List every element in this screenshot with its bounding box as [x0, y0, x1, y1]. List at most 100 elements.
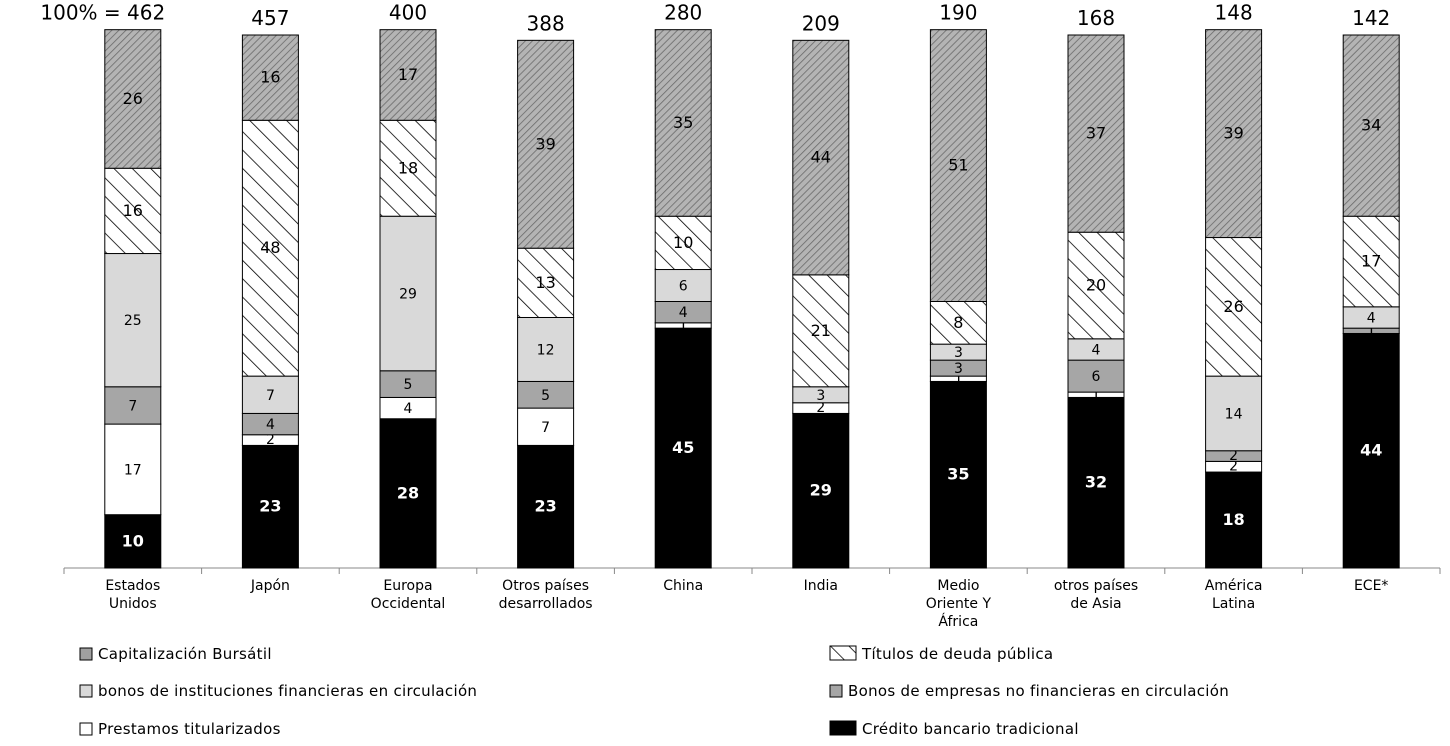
legend-swatch: [829, 645, 857, 661]
bar-value-label: 44: [1360, 441, 1382, 460]
bar-segment-credito: [517, 444, 575, 569]
bar-segment-capitalizacion: [1067, 34, 1125, 233]
bar-value-label: 35: [673, 113, 693, 132]
bar-value-label: 14: [1225, 406, 1243, 422]
bar-value-label: 20: [1086, 276, 1106, 295]
bar-total-label: 100% = 462: [40, 1, 165, 25]
bar-segment-capitalizacion: [379, 29, 437, 121]
bar-value-label: 1: [679, 317, 688, 333]
bar-stack: 45 14 6 10 35 280: [654, 1, 712, 569]
bar-segment-credito: [792, 412, 850, 569]
bar-value-label: 44: [811, 148, 831, 167]
x-tick-label: Europa: [383, 578, 432, 594]
bar-value-label: 4: [404, 401, 413, 417]
bar-segment-credito: [1342, 332, 1400, 569]
bar-value-label: 10: [673, 233, 693, 252]
bar-value-label: 2: [1229, 448, 1238, 464]
bar-segment-titulos: [517, 247, 575, 318]
bar-segment-titulos: [1067, 231, 1125, 340]
x-tick-label: Oriente Y: [926, 596, 992, 612]
bar-total-label: 400: [389, 1, 427, 25]
legend-label: bonos de instituciones financieras en ci…: [98, 682, 477, 700]
bar-value-label: 35: [947, 465, 969, 484]
bar-value-label: 2: [1229, 459, 1238, 475]
bar-segment-prestamos: [104, 423, 162, 516]
bar-total-label: 388: [527, 11, 565, 35]
bar-value-label: 6: [1092, 369, 1101, 385]
bar-stack: 23 7 5 12 13 39 388: [517, 11, 575, 569]
legend-item-credito: Crédito bancario tradicional: [829, 720, 1079, 738]
legend-label: Capitalización Bursátil: [98, 645, 272, 663]
x-tick-label: Japón: [250, 578, 290, 594]
bar-value-label: 1: [1367, 323, 1376, 339]
bar-segment-titulos: [241, 119, 299, 377]
bar-segment-bonos_empresas: [517, 380, 575, 409]
bar-value-label: 51: [948, 156, 968, 175]
bar-total-label: 457: [251, 6, 289, 30]
bar-segment-bonos_inst: [517, 316, 575, 382]
bar-value-label: 17: [398, 65, 418, 84]
legend-label: Títulos de deuda pública: [861, 645, 1053, 663]
bar-segment-capitalizacion: [241, 34, 299, 121]
bar-value-label: 29: [399, 287, 417, 303]
legend: Capitalización Bursátil Títulos de deuda …: [79, 645, 1229, 738]
bar-value-label: 16: [260, 68, 280, 87]
legend-label: Crédito bancario tradicional: [862, 720, 1079, 738]
x-tick-label: India: [804, 578, 838, 594]
bar-value-label: 10: [122, 531, 144, 550]
x-tick-label: África: [938, 613, 978, 630]
bar-value-label: 1: [954, 371, 963, 387]
x-tick-label: de Asia: [1070, 596, 1121, 612]
bar-value-label: 25: [124, 313, 142, 329]
bar-segment-bonos_inst: [104, 253, 162, 388]
bar-value-label: 8: [953, 313, 963, 332]
bar-value-label: 5: [541, 388, 550, 404]
bar-value-label: 32: [1085, 473, 1107, 492]
legend-swatch: [829, 720, 857, 736]
bar-segment-titulos: [1205, 237, 1263, 377]
bar-total-label: 209: [802, 11, 840, 35]
x-tick-label: Occidental: [371, 596, 446, 612]
bar-value-label: 18: [1222, 510, 1244, 529]
bar-value-label: 18: [398, 158, 418, 177]
bar-value-label: 4: [1092, 342, 1101, 358]
bar-segment-capitalizacion: [929, 29, 987, 302]
bar-value-label: 7: [541, 420, 550, 436]
bar-value-label: 23: [259, 497, 281, 516]
x-tick-label: Unidos: [109, 596, 157, 612]
legend-swatch: [79, 722, 93, 736]
bar-value-label: 3: [954, 345, 963, 361]
bar-value-label: 39: [535, 134, 555, 153]
bar-value-label: 28: [397, 483, 419, 502]
bar-value-label: 48: [260, 238, 280, 257]
bar-value-label: 4: [266, 417, 275, 433]
bar-value-label: 17: [1361, 252, 1381, 271]
bar-value-label: 29: [810, 481, 832, 500]
bar-value-label: 37: [1086, 124, 1106, 143]
x-tick-label: Otros países: [502, 578, 589, 594]
bar-value-label: 13: [535, 273, 555, 292]
bar-value-label: 26: [1223, 297, 1243, 316]
bar-value-label: 4: [679, 305, 688, 321]
legend-item-capitalizacion: Capitalización Bursátil: [79, 645, 272, 663]
legend-label: Bonos de empresas no financieras en circ…: [848, 682, 1229, 700]
bar-segment-bonos_empresas: [379, 370, 437, 398]
x-tick-label: Medio: [937, 578, 979, 594]
bar-segment-credito: [104, 514, 162, 569]
bar-value-label: 12: [537, 342, 555, 358]
legend-swatch: [79, 647, 93, 661]
bar-value-label: 23: [534, 497, 556, 516]
legend-item-bonos_inst: bonos de instituciones financieras en ci…: [79, 682, 477, 700]
x-tick-label: Estados: [105, 578, 160, 594]
bar-value-label: 1: [1092, 387, 1101, 403]
bar-stack: 10 17 7 25 16 26 100% = 462: [40, 1, 165, 569]
x-tick-label: otros países: [1054, 578, 1138, 594]
bar-segment-bonos_inst: [654, 269, 712, 302]
bar-stack: 29 23 21 44 209: [792, 11, 850, 569]
bar-value-label: 17: [124, 462, 142, 478]
bar-total-label: 168: [1077, 6, 1115, 30]
bar-value-label: 2: [816, 400, 825, 416]
